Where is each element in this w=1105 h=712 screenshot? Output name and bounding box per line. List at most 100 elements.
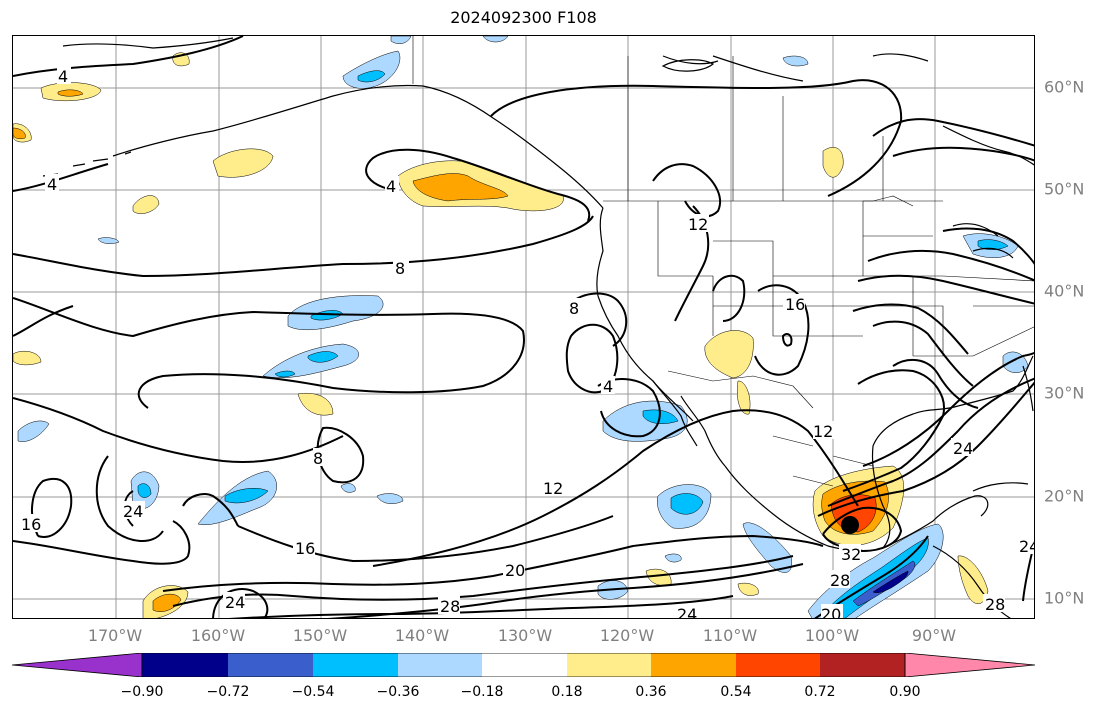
- contour-28-main: [327, 563, 804, 618]
- shade-pos-manitoba: [822, 147, 844, 178]
- shade-pos-hawaii-ne: [297, 393, 334, 416]
- contour-label-28c: 28: [985, 595, 1005, 614]
- contour-16-hawaii: [182, 493, 239, 527]
- contour-label-12b: 12: [543, 479, 563, 498]
- contour-4-mexico: [572, 292, 628, 347]
- coast-bc: [596, 207, 604, 297]
- lon-label-170w: 170°W: [87, 626, 143, 645]
- border-states-1: [657, 201, 864, 337]
- shade-pos-pacific-small1: [645, 568, 672, 586]
- colorbar-bin-3: [313, 653, 398, 677]
- storm-center-marker: [841, 516, 859, 534]
- contour-east-d: [872, 320, 974, 387]
- colorbar-bin-1: [142, 653, 228, 677]
- contour-label-24c: 24: [677, 605, 697, 619]
- shade-neg-west-edge: [17, 420, 50, 442]
- colorbar-bin-4: [398, 653, 482, 677]
- c24b-bg: [223, 592, 245, 610]
- contour-24-loop: [212, 588, 269, 618]
- c16a-bg: [783, 294, 805, 312]
- contour-label-24d: 24: [953, 439, 973, 458]
- c28b-bg: [828, 570, 850, 588]
- c4c-bg: [385, 176, 399, 194]
- contour-4-mex-loop2: [597, 378, 661, 438]
- c24e-bg: [1018, 536, 1034, 554]
- contour-label-24b: 24: [225, 593, 245, 612]
- contour-24-west: [95, 455, 164, 543]
- colorbar-tick-6: 0.18: [551, 684, 583, 700]
- contour-4-north: [13, 36, 244, 77]
- c8a-bg: [393, 258, 409, 276]
- lon-label-110w: 110°W: [702, 626, 758, 645]
- shade-neg-mid2-core: [307, 351, 339, 363]
- lon-label-140w: 140°W: [394, 626, 450, 645]
- colorbar-extend-low: [12, 653, 143, 677]
- lat-label-40n: 40°N: [1044, 281, 1085, 301]
- contour-12-main: [372, 409, 859, 567]
- shade-pos-gulf-small: [212, 148, 274, 178]
- contour-20-main: [162, 534, 824, 592]
- contour-label-12a: 12: [688, 215, 708, 234]
- coast-islands-north: [661, 59, 715, 72]
- shade-pos-mexico-interior: [704, 330, 754, 379]
- contour-east-top2: [892, 146, 1034, 162]
- coast-west-us: [597, 295, 694, 422]
- contour-24-main: [172, 555, 794, 607]
- border-provinces: [627, 56, 884, 201]
- shade-pos-gulf-small2: [132, 195, 160, 214]
- contour-east-c: [852, 303, 969, 355]
- map-canvas: 4 4 4 4 8 8 8 12 12 12 16 16 16 20 20 24…: [13, 36, 1034, 619]
- contour-label-layer: 4 4 4 4 8 8 8 12 12 12 16 16 16 20 20 24…: [21, 66, 1034, 619]
- contour-label-12c: 12: [813, 422, 833, 441]
- contour-label-16c: 16: [295, 539, 315, 558]
- colorbar-bin-7: [651, 653, 736, 677]
- contour-label-8a: 8: [395, 259, 405, 278]
- shade-neg-southern-mex-core: [852, 560, 916, 607]
- colorbar: [12, 653, 1036, 677]
- shade-neg-east-small: [782, 55, 809, 67]
- colorbar-bin-2: [228, 653, 313, 677]
- border-states-2: [863, 200, 973, 357]
- contour-label-32a: 32: [841, 545, 861, 564]
- c28c-bg: [983, 594, 1005, 612]
- coast-alaska-north: [62, 37, 234, 49]
- shade-neg-small2: [340, 483, 356, 493]
- coast-lakes: [952, 223, 1014, 259]
- lat-label-10n: 10°N: [1044, 588, 1085, 608]
- colorbar-bin-9: [820, 653, 905, 677]
- colorbar-bin-6: [567, 653, 651, 677]
- contour-label-4d: 4: [603, 377, 613, 396]
- contour-8-west: [13, 305, 74, 337]
- shade-neg-small-west: [97, 237, 120, 244]
- contour-label-28b: 28: [830, 571, 850, 590]
- colorbar-tick-7: 0.36: [635, 684, 667, 700]
- contour-label-28a: 28: [440, 597, 460, 616]
- contour-24-east: [862, 351, 1034, 467]
- colorbar-tick-9: 0.72: [804, 684, 836, 700]
- contour-16-inner: [781, 333, 793, 347]
- lon-label-150w: 150°W: [292, 626, 348, 645]
- negative-anomaly-shading: [17, 36, 1029, 618]
- lon-label-120w: 120°W: [599, 626, 655, 645]
- c24d-bg: [951, 438, 973, 456]
- c12c-bg: [813, 421, 835, 439]
- shade-pos-mid: [13, 351, 42, 366]
- contour-8-main: [13, 215, 594, 278]
- contour-ring-2: [827, 377, 1034, 507]
- c28a-bg: [438, 596, 460, 614]
- c8b-bg: [567, 298, 583, 316]
- shade-neg-southern-mex-deep: [872, 570, 909, 594]
- colorbar-tick-4: −0.36: [376, 684, 420, 700]
- c12b-bg: [541, 478, 563, 496]
- c12a-bg: [687, 214, 709, 232]
- shade-neg-hawaii-core: [224, 488, 269, 504]
- colorbar-tick-3: −0.54: [291, 684, 335, 700]
- colorbar-bin-5: [482, 653, 567, 677]
- shade-neg-small3: [376, 493, 404, 504]
- c24c-bg: [675, 606, 697, 618]
- c16b-bg: [21, 514, 43, 532]
- c4d-bg: [601, 376, 615, 394]
- contour-8-inner: [13, 297, 525, 409]
- shade-neg-small4: [664, 553, 682, 563]
- c20a-bg: [503, 560, 525, 578]
